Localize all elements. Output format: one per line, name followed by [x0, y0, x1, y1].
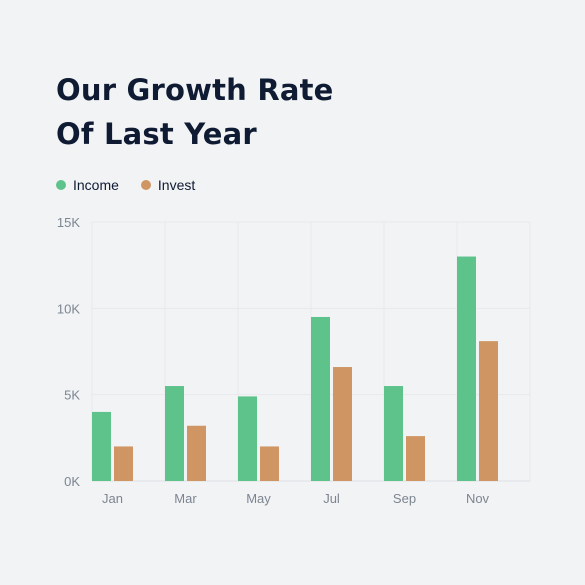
bar-invest-jan: [114, 446, 133, 481]
y-tick-label: 5K: [64, 388, 80, 403]
bar-income-sep: [384, 386, 403, 481]
y-tick-label: 0K: [64, 474, 80, 489]
invest-dot-icon: [140, 180, 151, 190]
title-line-2: Of Last Year: [56, 117, 257, 151]
bar-invest-mar: [187, 425, 206, 481]
income-dot-icon: [56, 180, 66, 190]
bar-income-mar: [165, 386, 184, 481]
x-tick-label: Sep: [393, 491, 416, 506]
bar-income-may: [238, 396, 257, 481]
bar-invest-sep: [406, 436, 425, 481]
bar-income-jan: [92, 411, 111, 481]
legend-item-invest[interactable]: Invest: [140, 177, 196, 193]
title-line-1: Our Growth Rate: [56, 73, 334, 107]
y-tick-label: 15K: [57, 215, 80, 230]
x-tick-label: Nov: [466, 491, 490, 506]
legend-item-income[interactable]: Income: [56, 177, 119, 193]
legend-label-invest: Invest: [157, 177, 196, 193]
x-tick-label: Jul: [323, 491, 340, 506]
bar-income-nov: [457, 256, 476, 481]
x-tick-label: Mar: [174, 491, 197, 506]
bar-income-jul: [311, 316, 330, 481]
x-tick-label: Jan: [102, 491, 123, 506]
legend-label-income: Income: [73, 177, 119, 193]
x-tick-label: May: [246, 491, 271, 506]
bar-invest-jul: [333, 367, 352, 481]
bar-invest-may: [260, 446, 279, 481]
y-tick-label: 10K: [57, 301, 80, 316]
chart-title: Our Growth Rate Of Last Year: [56, 68, 476, 156]
bar-invest-nov: [479, 341, 498, 481]
legend: Income Invest: [56, 177, 195, 193]
